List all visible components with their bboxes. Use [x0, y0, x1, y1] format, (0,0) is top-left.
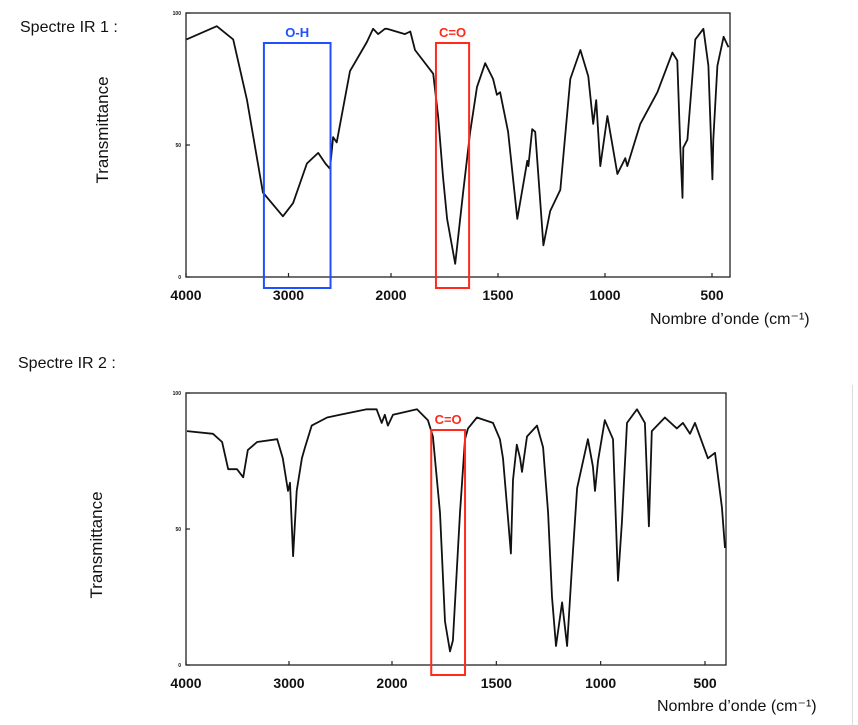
spectrum-2-x-tick-label: 500 — [693, 675, 717, 691]
spectrum-1-c-o-band-label: C=O — [439, 25, 466, 40]
spectrum-1-x-tick-label: 1000 — [589, 287, 620, 303]
spectrum-2-x-tick-label: 3000 — [273, 675, 304, 691]
spectrum-2-c-o-band-label: C=O — [435, 412, 462, 427]
spectrum-2-x-axis-label: Nombre d’onde (cm⁻¹) — [657, 698, 817, 715]
spectrum-2-title: Spectre IR 2 : — [18, 355, 116, 372]
spectrum-2-x-tick-label: 1500 — [481, 675, 512, 691]
spectrum-2-c-o-band-box — [430, 429, 467, 676]
spectrum-1-c-o-band-box — [434, 42, 471, 289]
spectrum-1-x-tick-label: 2000 — [375, 287, 406, 303]
spectrum-2-x-tick-label: 4000 — [170, 675, 201, 691]
spectrum-1-y-tick-label: 0 — [178, 275, 181, 281]
spectrum-1-x-tick-label: 3000 — [273, 287, 304, 303]
page-edge-divider — [852, 385, 853, 725]
spectrum-2-y-tick-label: 100 — [173, 391, 182, 397]
spectrum-1-title: Spectre IR 1 : — [20, 19, 118, 36]
spectrum-1-x-tick-label: 1500 — [482, 287, 513, 303]
spectrum-2-y-tick-label: 0 — [178, 663, 181, 669]
spectrum-1-x-tick-label: 4000 — [170, 287, 201, 303]
spectrum-2-transmittance-line — [186, 408, 726, 653]
spectrum-1-o-h-band-label: O-H — [285, 25, 309, 40]
spectrum-1-x-axis-label: Nombre d’onde (cm⁻¹) — [650, 311, 810, 328]
spectrum-2-x-tick-label: 1000 — [585, 675, 616, 691]
spectrum-1-x-tick-label: 500 — [700, 287, 724, 303]
spectrum-1-y-tick-label: 50 — [175, 143, 181, 149]
spectrum-1-y-tick-label: 100 — [173, 11, 182, 17]
spectrum-1-o-h-band-box — [262, 42, 332, 289]
spectrum-1-transmittance-line — [186, 25, 730, 265]
spectrum-2-x-tick-label: 2000 — [376, 675, 407, 691]
spectrum-2-y-tick-label: 50 — [175, 527, 181, 533]
